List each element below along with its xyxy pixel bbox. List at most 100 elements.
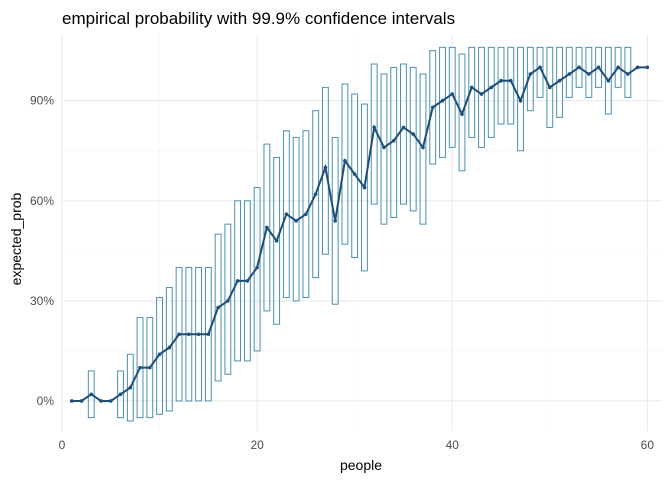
data-point [255,265,259,270]
data-point [167,345,172,350]
confidence-interval-box [517,46,524,152]
data-point [304,212,308,216]
data-point [284,212,289,216]
data-point [460,112,464,116]
data-point [138,365,142,370]
confidence-interval-box [478,46,485,148]
data-point [69,399,74,403]
probability-line [71,65,648,402]
data-point [469,85,474,90]
confidence-interval-box [224,223,232,375]
data-point [148,365,152,370]
confidence-interval-box [419,73,427,225]
data-point [479,92,484,96]
confidence-interval-box [429,50,437,165]
confidence-interval-box [331,136,339,305]
confidence-interval-box [468,46,476,138]
data-point [567,72,572,76]
data-point [499,78,503,83]
confidence-interval-box [409,66,417,212]
confidence-interval-box [614,46,622,88]
data-point [440,98,445,103]
confidence-interval-box [282,130,290,299]
confidence-interval-box [87,370,95,419]
confidence-interval-box [117,370,124,419]
y-axis-title: expected_prob [8,192,24,285]
confidence-interval-box [380,73,388,225]
data-point [235,279,240,283]
data-point [401,125,406,130]
data-point [79,399,84,403]
confidence-interval-box [595,46,603,88]
data-point [118,392,123,397]
confidence-interval-box [253,186,261,352]
data-point [333,219,337,223]
data-point [450,92,455,96]
data-point [606,78,611,83]
data-point [274,239,279,243]
y-tick-label: 90% [30,94,54,108]
data-point [177,332,181,337]
data-point [430,105,435,110]
data-point [635,65,640,70]
data-point [548,85,552,90]
data-point [323,165,328,170]
confidence-interval-box [546,46,554,128]
data-point [343,158,347,163]
probability-line-path [71,65,648,402]
data-point [206,332,211,337]
confidence-interval-box [126,353,134,422]
data-point [596,65,601,70]
confidence-interval-box [214,233,222,382]
confidence-intervals [87,46,632,422]
data-point [411,132,416,136]
confidence-interval-box [400,63,407,205]
data-point [89,392,94,397]
data-point [372,125,376,130]
x-tick-label: 0 [59,438,66,452]
data-point [157,352,162,357]
confidence-interval-box [321,86,329,255]
confidence-interval-box [361,103,368,272]
axis-ticks: 0 20 40 60 0% 30% 60% 90% [30,94,654,452]
data-point [626,72,630,76]
data-point [99,399,103,403]
confidence-interval-box [273,156,281,325]
data-point [518,98,523,103]
confidence-interval-box [312,110,320,279]
data-point [313,192,318,196]
data-point [216,305,220,310]
confidence-interval-box [604,46,612,115]
data-point [391,138,396,143]
x-tick-label: 40 [446,438,460,452]
data-point [587,72,591,76]
data-point [538,65,542,70]
data-point [508,78,513,83]
data-point [108,399,113,403]
confidence-interval-box [575,46,583,88]
x-axis-title: people [340,457,382,473]
data-point [382,145,386,150]
chart-title: empirical probability with 99.9% confide… [62,9,455,28]
data-point [616,65,620,70]
data-point [187,332,191,337]
data-point [645,65,650,70]
y-tick-label: 60% [30,194,54,208]
data-point [421,145,425,150]
y-tick-label: 0% [37,394,55,408]
data-point [557,78,562,83]
confidence-interval-box [156,297,163,415]
x-tick-label: 60 [641,438,655,452]
data-point [245,279,250,283]
data-point [362,185,367,190]
confidence-interval-box [526,46,534,112]
confidence-interval-box [448,46,456,148]
data-point [352,172,357,176]
data-point [128,385,133,390]
y-tick-label: 30% [30,294,54,308]
data-point [577,65,581,70]
data-point [196,332,201,337]
data-point [489,85,494,90]
data-point [226,299,230,303]
